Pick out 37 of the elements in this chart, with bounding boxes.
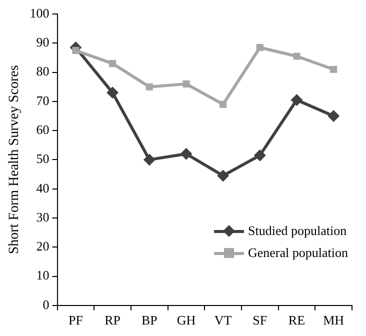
- point: [330, 66, 338, 73]
- legend-label: General population: [248, 245, 348, 262]
- point: [290, 94, 303, 106]
- x-tick-label: VT: [214, 312, 232, 328]
- point: [182, 80, 190, 88]
- y-tick-label: 60: [36, 122, 50, 137]
- y-tick-label: 100: [30, 5, 50, 20]
- point: [109, 60, 116, 68]
- y-tick-label: 20: [36, 238, 50, 254]
- y-tick-label: 80: [36, 64, 50, 79]
- y-tick-label: 40: [36, 180, 50, 196]
- y-axis-title: Short Form Health Survey Scores: [7, 65, 22, 254]
- y-tick-label: 90: [36, 34, 50, 50]
- point: [217, 170, 230, 182]
- point: [106, 86, 119, 99]
- y-tick-label: 50: [36, 151, 50, 166]
- point: [72, 46, 80, 54]
- y-tick-label: 10: [36, 268, 50, 283]
- point: [143, 154, 156, 166]
- x-tick-label: GH: [176, 312, 196, 328]
- x-tick-label: BP: [141, 312, 158, 328]
- point: [293, 52, 300, 60]
- y-tick-label: 30: [36, 209, 50, 224]
- x-tick-label: MH: [323, 312, 344, 328]
- y-tick-label: 0: [42, 296, 50, 312]
- point: [256, 44, 264, 52]
- point: [180, 148, 192, 160]
- x-tick-label: PF: [68, 312, 83, 328]
- point: [254, 149, 266, 162]
- point: [328, 110, 340, 122]
- point: [146, 83, 153, 90]
- y-tick-label: 70: [36, 92, 50, 108]
- point: [220, 100, 227, 108]
- x-tick-label: SF: [252, 312, 268, 328]
- legend-label: Studied population: [248, 223, 347, 240]
- x-tick-label: RP: [104, 312, 121, 328]
- x-tick-label: RE: [288, 312, 306, 328]
